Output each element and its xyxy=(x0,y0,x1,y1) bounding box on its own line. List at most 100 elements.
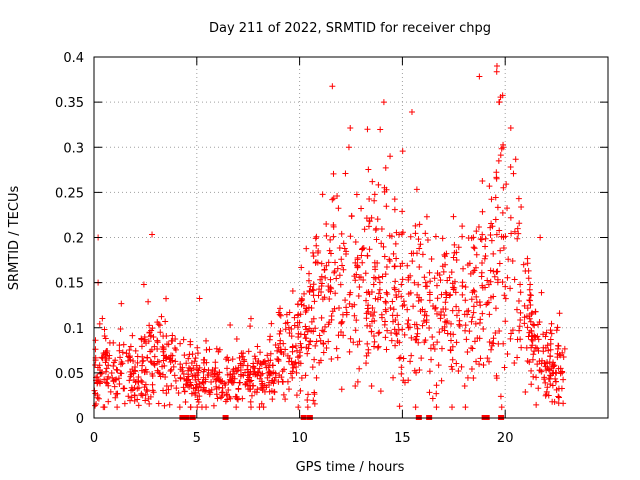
data-point xyxy=(400,298,407,305)
data-point xyxy=(390,374,397,381)
data-point xyxy=(375,290,382,297)
data-point xyxy=(192,355,199,362)
data-point xyxy=(303,307,310,314)
data-point xyxy=(233,394,240,401)
data-point xyxy=(286,386,293,393)
data-point xyxy=(516,323,523,330)
data-point xyxy=(296,319,303,326)
data-point xyxy=(162,373,169,380)
data-point xyxy=(520,261,527,268)
data-point xyxy=(527,318,534,325)
data-point xyxy=(318,280,325,287)
data-point xyxy=(195,376,202,383)
data-point xyxy=(487,267,494,274)
data-point xyxy=(408,352,415,359)
data-point xyxy=(352,327,359,334)
data-point xyxy=(522,388,529,395)
data-point xyxy=(502,233,509,240)
data-point xyxy=(472,320,479,327)
data-point xyxy=(149,325,156,332)
data-point xyxy=(480,325,487,332)
data-point xyxy=(484,300,491,307)
data-point xyxy=(132,379,139,386)
data-point xyxy=(416,221,423,228)
data-point xyxy=(535,336,542,343)
data-point xyxy=(492,194,499,201)
data-point xyxy=(206,391,213,398)
data-point xyxy=(391,326,398,333)
data-point xyxy=(527,291,534,298)
data-point xyxy=(289,344,296,351)
data-point xyxy=(211,371,218,378)
data-point xyxy=(117,354,124,361)
data-point xyxy=(469,314,476,321)
data-point xyxy=(416,263,423,270)
data-point xyxy=(378,314,385,321)
data-point xyxy=(497,247,504,254)
data-point xyxy=(356,274,363,281)
y-tick-label: 0.3 xyxy=(63,141,84,156)
data-point xyxy=(382,334,389,341)
data-point xyxy=(374,216,381,223)
data-point xyxy=(213,391,220,398)
data-point xyxy=(369,304,376,311)
data-point xyxy=(376,286,383,293)
data-point xyxy=(388,233,395,240)
data-point xyxy=(94,374,101,381)
data-point xyxy=(123,350,130,357)
data-point xyxy=(378,226,385,233)
data-point xyxy=(542,333,549,340)
data-point xyxy=(451,241,458,248)
data-point xyxy=(395,288,402,295)
data-point xyxy=(239,353,246,360)
data-point xyxy=(382,164,389,171)
data-point xyxy=(393,229,400,236)
data-point xyxy=(200,379,207,386)
data-point xyxy=(464,261,471,268)
data-point xyxy=(476,73,483,80)
data-point xyxy=(268,320,275,327)
x-tick-label: 5 xyxy=(193,431,201,446)
data-point xyxy=(302,323,309,330)
data-point xyxy=(249,382,256,389)
data-point xyxy=(181,352,188,359)
data-point xyxy=(485,281,492,288)
data-point xyxy=(192,389,199,396)
data-point xyxy=(146,329,153,336)
data-point xyxy=(380,243,387,250)
data-point xyxy=(352,277,359,284)
data-point xyxy=(404,306,411,313)
data-point xyxy=(180,336,187,343)
data-point xyxy=(381,253,388,260)
data-point xyxy=(483,301,490,308)
data-point xyxy=(510,170,517,177)
data-point xyxy=(196,393,203,400)
data-point xyxy=(118,300,125,307)
data-point xyxy=(168,366,175,373)
data-point xyxy=(497,393,504,400)
data-point xyxy=(448,320,455,327)
data-point xyxy=(330,170,337,177)
data-point xyxy=(342,297,349,304)
data-point xyxy=(544,384,551,391)
data-point xyxy=(473,293,480,300)
data-point xyxy=(293,347,300,354)
data-point xyxy=(184,382,191,389)
data-point xyxy=(187,338,194,345)
data-point xyxy=(99,355,106,362)
data-point xyxy=(419,306,426,313)
data-point xyxy=(389,312,396,319)
data-point xyxy=(470,374,477,381)
data-point xyxy=(442,306,449,313)
data-point xyxy=(391,196,398,203)
data-point xyxy=(365,223,372,230)
data-point xyxy=(131,397,138,404)
data-point xyxy=(438,291,445,298)
data-point xyxy=(366,246,373,253)
data-point xyxy=(485,358,492,365)
data-point xyxy=(371,191,378,198)
data-point xyxy=(505,256,512,263)
data-point xyxy=(419,322,426,329)
data-point xyxy=(108,370,115,377)
data-point xyxy=(462,322,469,329)
